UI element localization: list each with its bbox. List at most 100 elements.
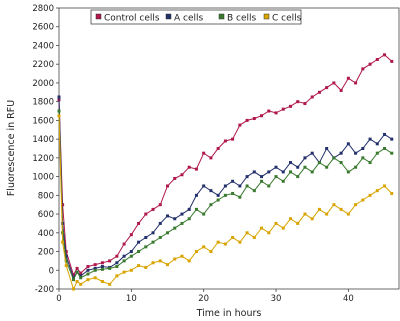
- data-point: [202, 151, 206, 155]
- x-axis-label: Time in hours: [196, 308, 262, 319]
- data-point: [93, 263, 97, 267]
- data-point: [187, 259, 191, 263]
- data-point: [288, 104, 292, 108]
- data-point: [79, 274, 83, 278]
- data-point: [209, 250, 213, 254]
- data-point: [231, 137, 235, 141]
- data-point: [339, 161, 343, 165]
- data-point: [346, 170, 350, 174]
- y-axis: -200 0 200 400 600 800 1000 1200 1400 1600 1800 200…: [32, 4, 59, 295]
- data-point: [93, 266, 97, 270]
- data-point: [122, 270, 126, 274]
- y-tick-label: 1000: [32, 173, 54, 183]
- data-point: [354, 165, 358, 169]
- data-point: [238, 240, 242, 244]
- data-point: [231, 235, 235, 239]
- data-point: [202, 245, 206, 249]
- data-point: [137, 264, 141, 268]
- data-point: [252, 235, 256, 239]
- data-point: [317, 90, 321, 94]
- x-tick-label: 30: [271, 294, 282, 304]
- data-point: [93, 268, 97, 272]
- data-point: [368, 161, 372, 165]
- data-point: [238, 123, 242, 127]
- data-point: [64, 254, 68, 258]
- data-point: [339, 207, 343, 211]
- series-2: [57, 109, 394, 282]
- data-point: [151, 240, 155, 244]
- x-tick-label: 10: [126, 294, 137, 304]
- data-point: [209, 189, 213, 193]
- data-point: [260, 175, 264, 179]
- data-point: [64, 264, 68, 268]
- data-point: [296, 165, 300, 169]
- data-point: [317, 207, 321, 211]
- data-point: [173, 257, 177, 261]
- data-point: [238, 195, 242, 199]
- data-point: [310, 151, 314, 155]
- data-point: [173, 217, 177, 221]
- series-3: [57, 114, 394, 291]
- x-axis: 0 10 20 30 40: [56, 289, 354, 304]
- data-point: [144, 265, 148, 269]
- data-point: [252, 170, 256, 174]
- data-point: [375, 189, 379, 193]
- data-point: [173, 226, 177, 230]
- data-point: [144, 212, 148, 216]
- data-point: [137, 221, 141, 225]
- data-point: [288, 170, 292, 174]
- y-tick-label: 1200: [32, 154, 54, 164]
- data-point: [325, 212, 329, 216]
- data-point: [238, 184, 242, 188]
- data-point: [368, 62, 372, 66]
- data-point: [339, 151, 343, 155]
- data-point: [86, 272, 90, 276]
- y-tick-label: 0: [49, 266, 54, 276]
- data-point: [194, 193, 198, 197]
- data-point: [129, 233, 133, 237]
- data-point: [317, 161, 321, 165]
- data-point: [64, 250, 68, 254]
- y-tick-label: 600: [38, 210, 54, 220]
- data-point: [368, 137, 372, 141]
- data-point: [100, 265, 104, 269]
- legend-box: [90, 9, 302, 25]
- data-point: [122, 242, 126, 246]
- data-point: [383, 147, 387, 150]
- data-point: [216, 193, 220, 197]
- data-point: [209, 156, 213, 160]
- data-point: [245, 175, 249, 179]
- data-point: [71, 273, 75, 277]
- data-point: [129, 268, 133, 272]
- data-point: [137, 250, 141, 254]
- data-point: [361, 67, 365, 71]
- data-point: [100, 261, 104, 265]
- data-point: [202, 184, 206, 188]
- data-point: [383, 184, 387, 188]
- legend-label: B cells: [227, 14, 257, 24]
- data-point: [303, 212, 307, 216]
- y-tick-label: 2000: [32, 79, 54, 89]
- data-point: [187, 217, 191, 221]
- data-point: [325, 147, 329, 150]
- data-point: [296, 175, 300, 179]
- data-point: [245, 118, 249, 122]
- data-point: [354, 203, 358, 207]
- data-point: [115, 261, 119, 265]
- data-point: [129, 254, 133, 258]
- data-point: [245, 184, 249, 188]
- data-point: [166, 184, 170, 188]
- data-point: [274, 165, 278, 169]
- y-tick-label: 1400: [32, 135, 54, 145]
- data-point: [303, 102, 307, 106]
- data-point: [180, 173, 184, 177]
- data-point: [390, 137, 394, 141]
- data-point: [57, 95, 61, 99]
- y-tick-label: 2200: [32, 60, 54, 70]
- data-point: [332, 81, 336, 85]
- y-tick-label: -200: [35, 285, 54, 295]
- data-point: [281, 170, 285, 174]
- data-point: [151, 207, 155, 211]
- data-point: [194, 167, 198, 171]
- data-point: [180, 212, 184, 216]
